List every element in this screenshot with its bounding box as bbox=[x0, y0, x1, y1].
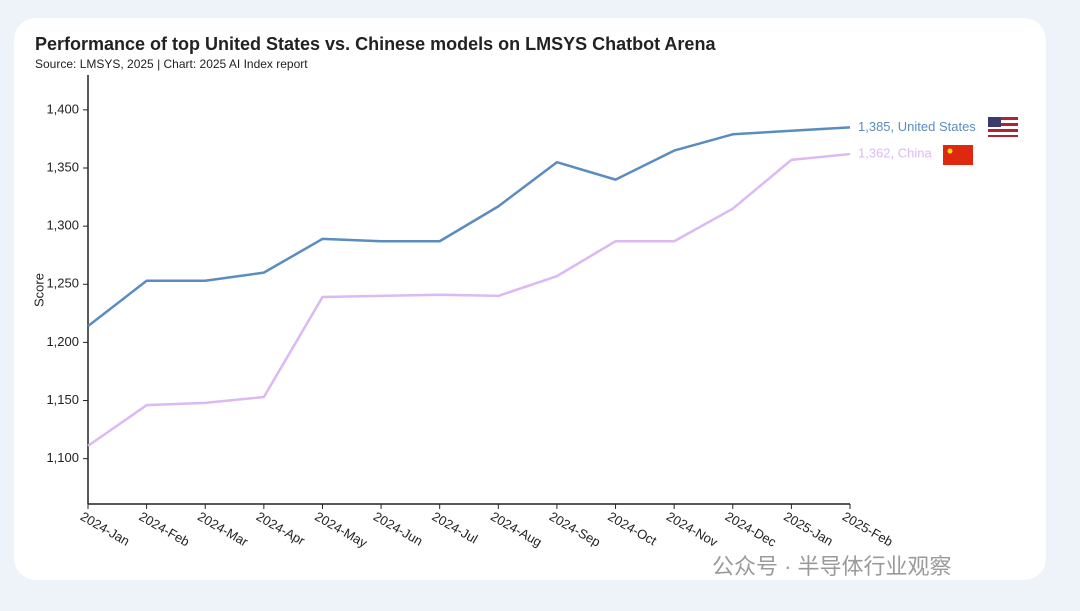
series-line bbox=[87, 152, 851, 447]
china-flag bbox=[943, 145, 973, 165]
watermark: 公众号 · 半导体行业观察 bbox=[712, 554, 952, 579]
series-label: 1,385, United States bbox=[858, 119, 976, 134]
y-tick-label: 1,100 bbox=[46, 450, 79, 465]
y-tick-label: 1,200 bbox=[46, 334, 79, 349]
y-tick-label: 1,350 bbox=[46, 159, 79, 174]
y-tick-label: 1,300 bbox=[46, 218, 79, 233]
y-axis-label: Score bbox=[31, 273, 46, 307]
series-label: 1,362, China bbox=[858, 145, 932, 160]
y-tick-label: 1,250 bbox=[46, 276, 79, 291]
y-tick-label: 1,400 bbox=[46, 101, 79, 116]
chart-title: Performance of top United States vs. Chi… bbox=[35, 34, 716, 54]
card bbox=[14, 18, 1046, 580]
chart-subtitle: Source: LMSYS, 2025 | Chart: 2025 AI Ind… bbox=[35, 57, 308, 71]
y-tick-label: 1,150 bbox=[46, 392, 79, 407]
series-line bbox=[87, 126, 851, 328]
us-flag bbox=[988, 117, 1018, 137]
